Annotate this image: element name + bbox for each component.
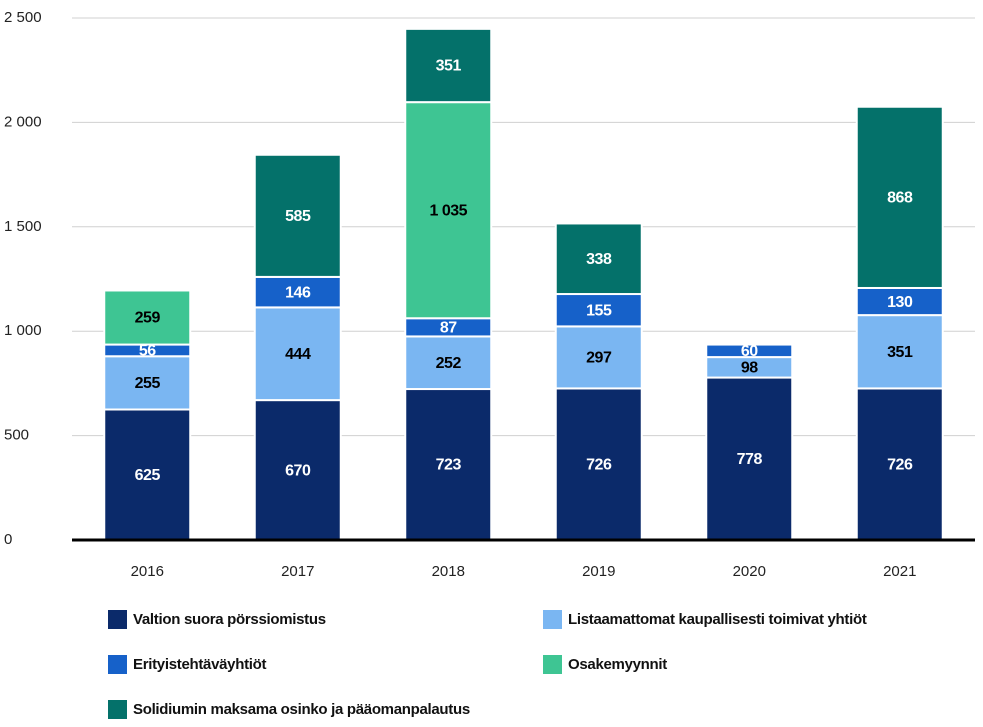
bar-segment: [705, 343, 794, 359]
data-label: 351: [436, 58, 462, 75]
bar-segment: [103, 289, 192, 346]
data-label: 338: [586, 251, 612, 268]
bar-segment: [253, 399, 342, 541]
data-label: 726: [887, 456, 913, 473]
bar-segment: [554, 325, 643, 390]
data-label: 130: [887, 294, 913, 311]
legend-label: Erityistehtäväyhtiöt: [133, 656, 267, 673]
x-tick-label: 2019: [582, 563, 615, 580]
bar-segment: [554, 222, 643, 296]
legend-label: Valtion suora pörssiomistus: [133, 611, 326, 628]
bar-segment: [554, 293, 643, 328]
x-tick-label: 2016: [131, 563, 164, 580]
data-label: 297: [586, 350, 612, 367]
bar-segment: [855, 105, 944, 289]
bar-segment: [103, 408, 192, 541]
legend-swatch: [108, 700, 127, 719]
data-label: 60: [741, 343, 758, 360]
bar-segment: [253, 153, 342, 278]
legend-swatch: [543, 610, 562, 629]
data-label: 259: [135, 310, 161, 327]
data-label: 87: [440, 320, 457, 337]
y-tick-label: 1 000: [4, 322, 42, 339]
data-label: 252: [436, 355, 462, 372]
data-label: 146: [285, 284, 311, 301]
bar-segment: [855, 387, 944, 541]
bar-segment: [705, 376, 794, 541]
y-tick-label: 2 500: [4, 9, 42, 26]
bar-segment: [253, 306, 342, 402]
data-label: 1 035: [429, 202, 467, 219]
x-tick-label: 2017: [281, 563, 314, 580]
data-label: 255: [135, 375, 161, 392]
data-label: 868: [887, 190, 913, 207]
data-label: 726: [586, 456, 612, 473]
x-tick-label: 2020: [733, 563, 766, 580]
data-label: 155: [586, 302, 612, 319]
x-tick-label: 2021: [883, 563, 916, 580]
data-label: 56: [139, 343, 156, 360]
bar-segment: [253, 275, 342, 309]
legend-swatch: [543, 655, 562, 674]
data-label: 670: [285, 462, 311, 479]
data-label: 585: [285, 208, 311, 225]
legend-swatch: [108, 655, 127, 674]
legend-label: Listaamattomat kaupallisesti toimivat yh…: [568, 611, 867, 628]
bar-segment: [554, 387, 643, 541]
y-tick-label: 0: [4, 531, 12, 548]
y-tick-label: 2 000: [4, 113, 42, 130]
data-label: 444: [285, 346, 311, 363]
bar-segment: [404, 101, 493, 320]
data-label: 351: [887, 344, 913, 361]
legend-label: Solidiumin maksama osinko ja pääomanpala…: [133, 701, 470, 718]
bar-segment: [103, 355, 192, 411]
legend-label: Osakemyynnit: [568, 656, 667, 673]
data-label: 625: [135, 467, 161, 484]
y-tick-label: 1 500: [4, 218, 42, 235]
bar-segment: [404, 388, 493, 541]
data-label: 778: [737, 451, 763, 468]
x-tick-label: 2018: [432, 563, 465, 580]
legend-swatch: [108, 610, 127, 629]
y-tick-label: 500: [4, 427, 29, 444]
data-label: 723: [436, 457, 462, 474]
bar-segment: [404, 27, 493, 104]
data-label: 98: [741, 360, 758, 377]
